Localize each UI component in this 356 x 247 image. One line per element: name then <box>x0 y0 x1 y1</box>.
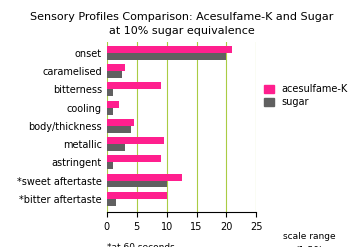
Text: *at 60 seconds: *at 60 seconds <box>107 243 174 247</box>
Bar <box>107 162 113 169</box>
Bar <box>107 64 125 71</box>
Bar <box>107 144 125 151</box>
Bar <box>107 101 119 108</box>
Legend: acesulfame-K, sugar: acesulfame-K, sugar <box>264 84 348 107</box>
Text: (1-50): (1-50) <box>295 246 323 247</box>
Bar <box>107 199 116 206</box>
Bar <box>107 119 134 126</box>
Bar <box>107 89 113 96</box>
Text: scale range: scale range <box>283 232 335 241</box>
Bar <box>107 137 164 144</box>
Bar <box>107 155 161 162</box>
Title: Sensory Profiles Comparison: Acesulfame-K and Sugar
at 10% sugar equivalence: Sensory Profiles Comparison: Acesulfame-… <box>30 12 333 36</box>
Bar <box>107 108 113 115</box>
Bar <box>107 53 226 60</box>
Bar <box>107 192 167 199</box>
Bar <box>107 46 232 53</box>
Bar <box>107 82 161 89</box>
Bar <box>107 126 131 133</box>
Bar <box>107 181 167 187</box>
Bar <box>107 174 182 181</box>
Bar <box>107 71 122 78</box>
